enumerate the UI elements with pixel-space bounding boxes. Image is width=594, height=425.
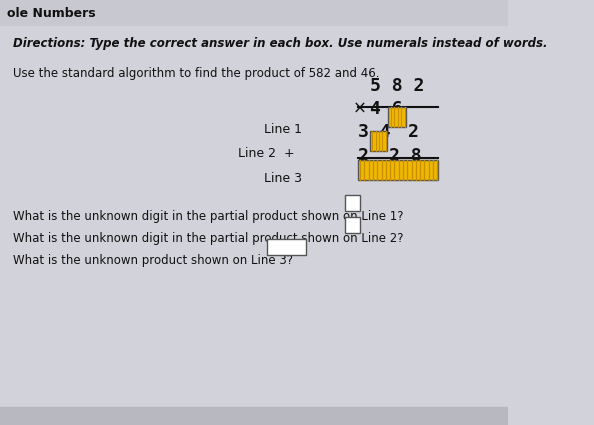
Bar — [388, 107, 406, 127]
Text: ole Numbers: ole Numbers — [7, 6, 96, 20]
Text: What is the unknown digit in the partial product shown on Line 2?: What is the unknown digit in the partial… — [13, 232, 403, 245]
Text: Use the standard algorithm to find the product of 582 and 46.: Use the standard algorithm to find the p… — [13, 67, 380, 80]
Text: 2: 2 — [358, 147, 368, 165]
Text: What is the unknown digit in the partial product shown on Line 1?: What is the unknown digit in the partial… — [13, 210, 403, 223]
Text: 3 4: 3 4 — [358, 123, 390, 141]
Text: 2 8: 2 8 — [389, 147, 422, 165]
Text: ×: × — [352, 100, 366, 118]
Bar — [0, 0, 508, 25]
Text: Directions: Type the correct answer in each box. Use numerals instead of words.: Directions: Type the correct answer in e… — [13, 37, 547, 50]
Text: 4 6: 4 6 — [369, 100, 402, 118]
Text: Line 2  +: Line 2 + — [238, 147, 295, 160]
Bar — [358, 160, 438, 180]
Text: Line 3: Line 3 — [264, 172, 302, 185]
Text: 2: 2 — [408, 123, 419, 141]
Bar — [345, 217, 360, 233]
Text: 5 8 2: 5 8 2 — [369, 77, 424, 95]
Text: Line 1: Line 1 — [264, 123, 302, 136]
Bar — [345, 195, 360, 211]
Text: What is the unknown product shown on Line 3?: What is the unknown product shown on Lin… — [13, 254, 293, 267]
Bar — [0, 407, 508, 425]
Bar — [267, 239, 307, 255]
Bar — [369, 131, 387, 151]
